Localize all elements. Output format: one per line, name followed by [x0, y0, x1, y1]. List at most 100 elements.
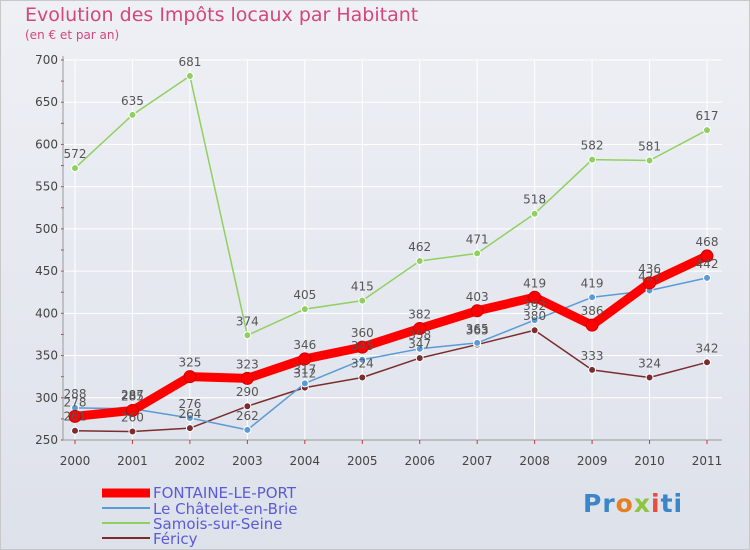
- data-label-fontaine: 325: [178, 356, 201, 370]
- data-label-fericy: 290: [236, 385, 259, 399]
- point-fericy: [645, 373, 654, 382]
- x-tick-label: 2002: [175, 454, 206, 468]
- point-fontaine: [470, 304, 484, 318]
- x-tick-label: 2009: [577, 454, 608, 468]
- data-label-fontaine: 436: [638, 262, 661, 276]
- point-fontaine: [183, 370, 197, 384]
- point-samois: [703, 126, 711, 135]
- data-label-fericy: 380: [523, 309, 546, 323]
- data-label-chatelet: 427: [638, 270, 661, 284]
- point-samois: [645, 156, 654, 165]
- legend-label-fontaine: FONTAINE-LE-PORT: [153, 484, 297, 502]
- y-tick-label: 400: [35, 306, 58, 320]
- point-fontaine: [585, 318, 599, 332]
- point-fericy: [530, 326, 539, 335]
- y-tick-label: 650: [35, 95, 58, 109]
- data-label-samois: 635: [121, 94, 144, 108]
- data-label-fericy: 312: [293, 367, 316, 381]
- point-fontaine: [240, 371, 254, 385]
- x-tick-label: 2003: [232, 454, 263, 468]
- point-fericy: [185, 424, 194, 433]
- data-label-chatelet: 365: [466, 322, 489, 336]
- y-tick-label: 450: [35, 264, 58, 278]
- data-label-samois: 415: [351, 280, 374, 294]
- point-chatelet: [185, 414, 194, 423]
- data-label-chatelet: 317: [293, 362, 316, 376]
- series-line-fontaine: [70, 251, 712, 421]
- data-label-samois: 462: [408, 240, 431, 254]
- point-fericy: [415, 354, 424, 363]
- point-fontaine: [528, 290, 542, 304]
- data-label-samois: 405: [293, 288, 316, 302]
- point-chatelet: [300, 379, 309, 388]
- data-label-fericy: 260: [121, 411, 144, 425]
- data-label-fericy: 324: [351, 357, 374, 371]
- point-samois: [243, 331, 252, 340]
- y-tick-label: 300: [35, 391, 58, 405]
- x-tick-label: 2001: [117, 454, 148, 468]
- point-fontaine: [413, 322, 427, 336]
- data-label-samois: 581: [638, 139, 661, 153]
- data-label-fontaine: 403: [466, 290, 489, 304]
- point-fontaine: [68, 409, 82, 423]
- y-tick-label: 500: [35, 222, 58, 236]
- data-label-fontaine: 382: [408, 308, 431, 322]
- x-tick-label: 2007: [462, 454, 493, 468]
- point-fericy: [358, 373, 367, 382]
- point-fericy: [588, 365, 597, 374]
- chart-subtitle: (en € et par an): [25, 28, 120, 42]
- y-tick-label: 250: [35, 433, 58, 447]
- point-fericy: [128, 427, 137, 436]
- data-label-samois: 617: [696, 109, 719, 123]
- legend-label-samois: Samois-sur-Seine: [153, 515, 283, 533]
- point-fericy: [243, 402, 252, 411]
- point-fontaine: [355, 340, 369, 354]
- data-label-fericy: 261: [64, 410, 87, 424]
- series-line-chatelet: [74, 277, 708, 431]
- point-samois: [128, 110, 137, 119]
- data-label-fontaine: 346: [293, 338, 316, 352]
- data-label-fontaine: 285: [121, 389, 144, 403]
- point-samois: [473, 249, 482, 258]
- point-fericy: [703, 358, 711, 367]
- legend-label-chatelet: Le Châtelet-en-Brie: [153, 500, 298, 518]
- data-label-chatelet: 419: [581, 276, 604, 290]
- y-tick-label: 700: [35, 53, 58, 67]
- x-tick-label: 2008: [519, 454, 550, 468]
- data-label-fericy: 347: [408, 337, 431, 351]
- x-tick-label: 2004: [290, 454, 321, 468]
- point-samois: [300, 305, 309, 314]
- y-tick-label: 600: [35, 137, 58, 151]
- data-label-samois: 681: [178, 55, 201, 69]
- point-chatelet: [530, 316, 539, 325]
- x-tick-label: 2010: [634, 454, 665, 468]
- point-chatelet: [243, 425, 252, 434]
- data-label-fericy: 324: [638, 357, 661, 371]
- data-label-chatelet: 442: [696, 257, 719, 271]
- point-samois: [185, 72, 194, 81]
- y-tick-label: 350: [35, 349, 58, 363]
- x-tick-label: 2006: [404, 454, 435, 468]
- data-label-chatelet: 345: [351, 339, 374, 353]
- data-label-samois: 518: [523, 193, 546, 207]
- data-label-samois: 374: [236, 314, 259, 328]
- data-label-chatelet: 287: [121, 388, 144, 402]
- y-tick-label: 550: [35, 180, 58, 194]
- series-line-fericy: [74, 329, 708, 433]
- chart-title: Evolution des Impôts locaux par Habitant: [25, 4, 419, 26]
- proxiti-logo: Proxiti: [583, 489, 684, 518]
- data-label-fontaine: 278: [64, 395, 87, 409]
- data-label-fericy: 363: [466, 324, 489, 338]
- data-label-chatelet: 358: [408, 328, 431, 342]
- data-label-samois: 471: [466, 232, 489, 246]
- point-chatelet: [415, 344, 424, 353]
- data-label-fericy: 333: [581, 349, 604, 363]
- data-label-chatelet: 276: [178, 397, 201, 411]
- data-label-fontaine: 323: [236, 357, 259, 371]
- legend-label-fericy: Féricy: [153, 530, 198, 548]
- data-label-fericy: 264: [178, 407, 201, 421]
- data-label-fontaine: 419: [523, 276, 546, 290]
- point-fontaine: [643, 276, 657, 290]
